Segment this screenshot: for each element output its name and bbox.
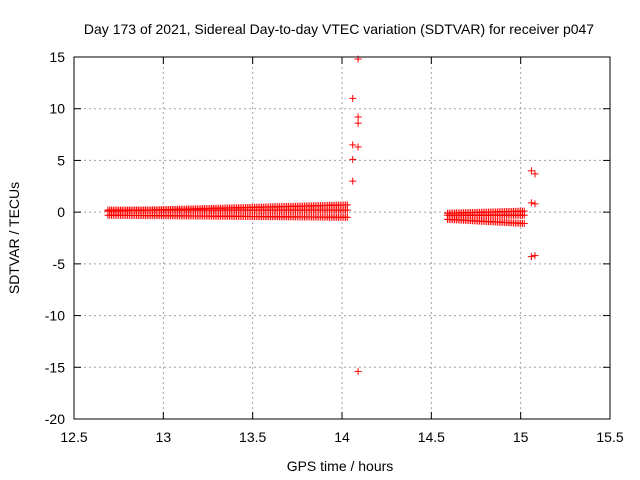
grid-lines [74, 57, 610, 419]
x-tick-labels: 12.5 13 13.5 14 14.5 15 15.5 [60, 429, 623, 445]
y-tick-label: 15 [49, 49, 65, 65]
outlier-point [527, 253, 535, 261]
band-1-point [343, 213, 351, 221]
band-1-point [343, 201, 351, 209]
band-2-point [520, 220, 528, 228]
y-tick-labels: -20 -15 -10 -5 0 5 10 15 [45, 49, 65, 427]
outlier-point [531, 200, 539, 208]
outlier-point [349, 177, 357, 185]
outlier-point [354, 367, 362, 375]
outlier-point [531, 252, 539, 260]
outlier-point [354, 119, 362, 127]
x-axis-label: GPS time / hours [287, 458, 394, 474]
y-tick-label: -10 [45, 308, 65, 324]
x-tick-label: 15 [513, 429, 529, 445]
x-tick-label: 13.5 [239, 429, 266, 445]
band-2-point [520, 207, 528, 215]
outlier-point [354, 113, 362, 121]
y-tick-label: 0 [57, 204, 65, 220]
y-tick-label: 10 [49, 101, 65, 117]
outlier-point [349, 155, 357, 163]
outlier-point [527, 199, 535, 207]
x-tick-label: 13 [156, 429, 172, 445]
x-tick-label: 14.5 [418, 429, 445, 445]
outlier-point [349, 94, 357, 102]
y-tick-label: 5 [57, 152, 65, 168]
y-tick-label: -15 [45, 359, 65, 375]
y-axis-label: SDTVAR / TECUs [6, 182, 22, 294]
outlier-point [349, 141, 357, 149]
plot-frame [73, 56, 611, 420]
outlier-point [531, 170, 539, 178]
x-tick-label: 14 [334, 429, 350, 445]
data-points [104, 55, 539, 375]
x-tick-label: 15.5 [596, 429, 623, 445]
outlier-point [527, 167, 535, 175]
x-tick-label: 12.5 [60, 429, 87, 445]
y-tick-label: -5 [53, 256, 66, 272]
y-tick-label: -20 [45, 411, 65, 427]
chart-title: Day 173 of 2021, Sidereal Day-to-day VTE… [84, 21, 594, 37]
outlier-point [354, 143, 362, 151]
